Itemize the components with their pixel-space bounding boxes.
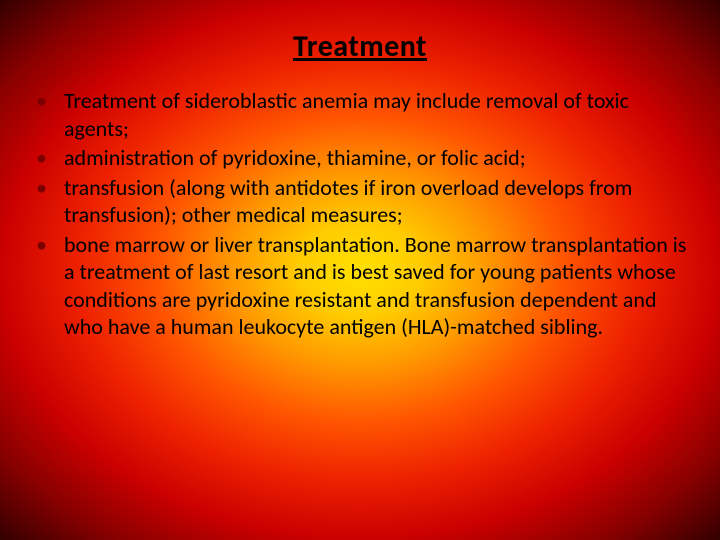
list-item: administration of pyridoxine, thiamine, …: [58, 144, 690, 172]
list-item: Treatment of sideroblastic anemia may in…: [58, 87, 690, 142]
bullet-list: Treatment of sideroblastic anemia may in…: [30, 87, 690, 341]
slide-title: Treatment: [30, 28, 690, 65]
list-item: transfusion (along with antidotes if iro…: [58, 174, 690, 229]
list-item: bone marrow or liver transplantation. Bo…: [58, 231, 690, 341]
